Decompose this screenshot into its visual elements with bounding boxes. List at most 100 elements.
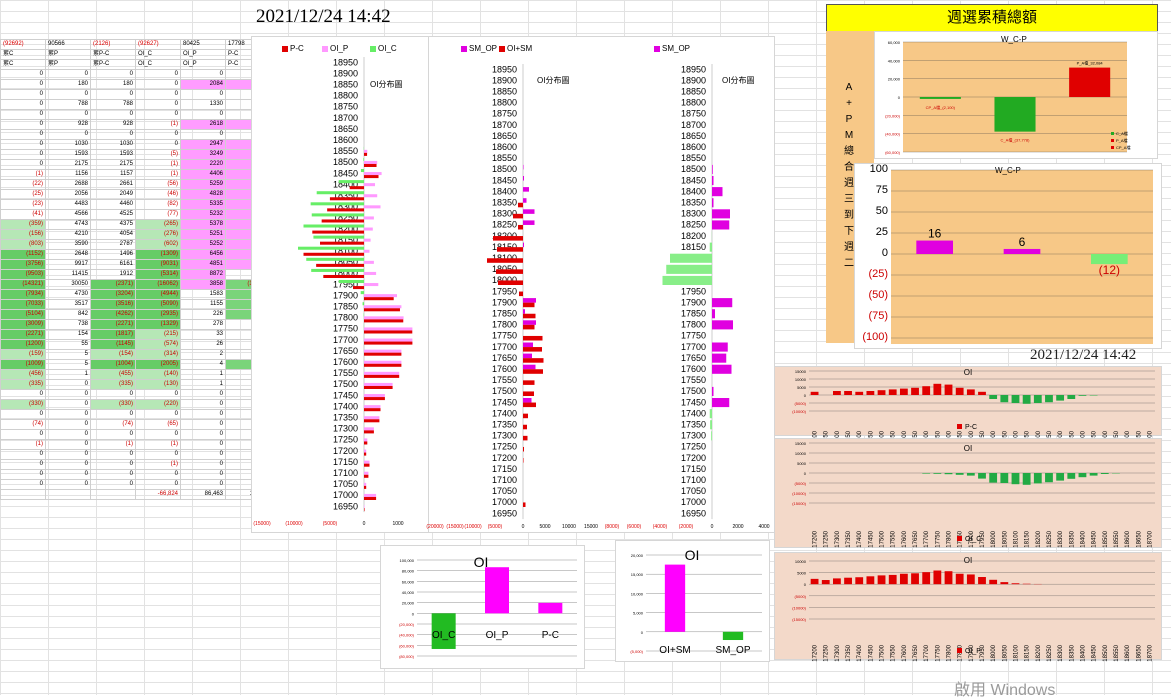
cell[interactable]: (1817) [91, 330, 136, 340]
cell[interactable]: 0 [91, 480, 136, 490]
cell[interactable]: (1) [91, 440, 136, 450]
cell[interactable]: 1 [46, 370, 91, 380]
cell[interactable] [46, 490, 91, 500]
cell[interactable]: 0 [136, 110, 181, 120]
cell[interactable]: 累P-C [91, 50, 136, 60]
cell[interactable]: 0 [1, 90, 46, 100]
cell[interactable]: 4054 [91, 230, 136, 240]
cell[interactable]: 累P-C [91, 60, 136, 70]
cell[interactable]: (1152) [1, 250, 46, 260]
cell[interactable]: 86,463 [181, 490, 226, 500]
cell[interactable] [91, 490, 136, 500]
cell[interactable]: (9031) [136, 260, 181, 270]
cell[interactable]: 8872 [181, 270, 226, 280]
cell[interactable]: (314) [136, 350, 181, 360]
cell[interactable]: 0 [136, 130, 181, 140]
cell[interactable]: 4375 [91, 220, 136, 230]
cell[interactable]: (159) [1, 350, 46, 360]
cell[interactable]: 0 [136, 470, 181, 480]
cell[interactable]: 5259 [181, 180, 226, 190]
cell[interactable]: (602) [136, 240, 181, 250]
cell[interactable]: (265) [136, 220, 181, 230]
cell[interactable]: (1) [1, 440, 46, 450]
cell[interactable]: (215) [136, 330, 181, 340]
cell[interactable]: (1329) [136, 320, 181, 330]
cell[interactable]: (220) [136, 400, 181, 410]
cell[interactable]: (1004) [91, 360, 136, 370]
cell[interactable]: 2787 [91, 240, 136, 250]
cell[interactable]: 0 [136, 70, 181, 80]
cell[interactable]: (3756) [1, 260, 46, 270]
cell[interactable]: (330) [91, 400, 136, 410]
cell[interactable]: 11415 [46, 270, 91, 280]
cell[interactable]: OI_P [181, 60, 226, 70]
cell[interactable]: 928 [46, 120, 91, 130]
cell[interactable]: 0 [136, 100, 181, 110]
cell[interactable]: (4944) [136, 290, 181, 300]
cell[interactable]: 0 [181, 90, 226, 100]
cell[interactable]: 2618 [181, 120, 226, 130]
cell[interactable]: (1309) [136, 250, 181, 260]
cell[interactable]: 0 [1, 120, 46, 130]
cell[interactable]: 0 [46, 400, 91, 410]
cell[interactable]: 0 [136, 480, 181, 490]
cell[interactable]: 0 [46, 390, 91, 400]
cell[interactable]: 0 [1, 130, 46, 140]
cell[interactable]: 0 [46, 130, 91, 140]
cell[interactable]: 0 [91, 130, 136, 140]
cell[interactable]: 4566 [46, 210, 91, 220]
cell[interactable]: 0 [91, 390, 136, 400]
cell[interactable]: (156) [1, 230, 46, 240]
cell[interactable]: 4 [181, 360, 226, 370]
cell[interactable]: 3249 [181, 150, 226, 160]
cell[interactable]: 0 [46, 450, 91, 460]
cell[interactable]: (1) [136, 170, 181, 180]
cell[interactable]: (74) [1, 420, 46, 430]
cell[interactable]: 80425 [181, 40, 226, 50]
cell[interactable]: 2175 [46, 160, 91, 170]
cell[interactable]: 0 [181, 450, 226, 460]
cell[interactable]: 2688 [46, 180, 91, 190]
cell[interactable]: 180 [91, 80, 136, 90]
cell[interactable]: (92692) [1, 40, 46, 50]
cell[interactable]: (16062) [136, 280, 181, 290]
cell[interactable]: 33 [181, 330, 226, 340]
cell[interactable]: 2220 [181, 160, 226, 170]
cell[interactable]: 5232 [181, 210, 226, 220]
cell[interactable]: 0 [136, 450, 181, 460]
cell[interactable]: (1) [136, 160, 181, 170]
cell[interactable]: 2056 [46, 190, 91, 200]
cell[interactable]: (1) [136, 120, 181, 130]
cell[interactable]: 0 [91, 70, 136, 80]
cell[interactable]: 1155 [181, 300, 226, 310]
cell[interactable]: 0 [1, 140, 46, 150]
cell[interactable]: (1009) [1, 360, 46, 370]
cell[interactable]: 2947 [181, 140, 226, 150]
cell[interactable]: 5378 [181, 220, 226, 230]
cell[interactable]: 1912 [91, 270, 136, 280]
cell[interactable]: 0 [46, 440, 91, 450]
cell[interactable]: 0 [1, 100, 46, 110]
cell[interactable]: (330) [1, 400, 46, 410]
cell[interactable]: (2271) [1, 330, 46, 340]
cell[interactable]: 0 [1, 70, 46, 80]
cell[interactable]: 0 [91, 90, 136, 100]
cell[interactable]: (14321) [1, 280, 46, 290]
cell[interactable]: 0 [91, 410, 136, 420]
cell[interactable]: (2005) [136, 360, 181, 370]
cell[interactable]: 0 [1, 450, 46, 460]
cell[interactable]: 0 [181, 130, 226, 140]
cell[interactable]: 226 [181, 310, 226, 320]
cell[interactable]: 788 [46, 100, 91, 110]
cell[interactable]: 5251 [181, 230, 226, 240]
cell[interactable]: 2661 [91, 180, 136, 190]
cell[interactable]: OI_C [136, 50, 181, 60]
cell[interactable]: 0 [1, 80, 46, 90]
cell[interactable]: (7934) [1, 290, 46, 300]
cell[interactable]: 5 [46, 350, 91, 360]
cell[interactable]: (3204) [91, 290, 136, 300]
cell[interactable]: 0 [46, 110, 91, 120]
cell[interactable]: 4460 [91, 200, 136, 210]
cell[interactable]: (335) [91, 380, 136, 390]
cell[interactable]: 0 [1, 460, 46, 470]
